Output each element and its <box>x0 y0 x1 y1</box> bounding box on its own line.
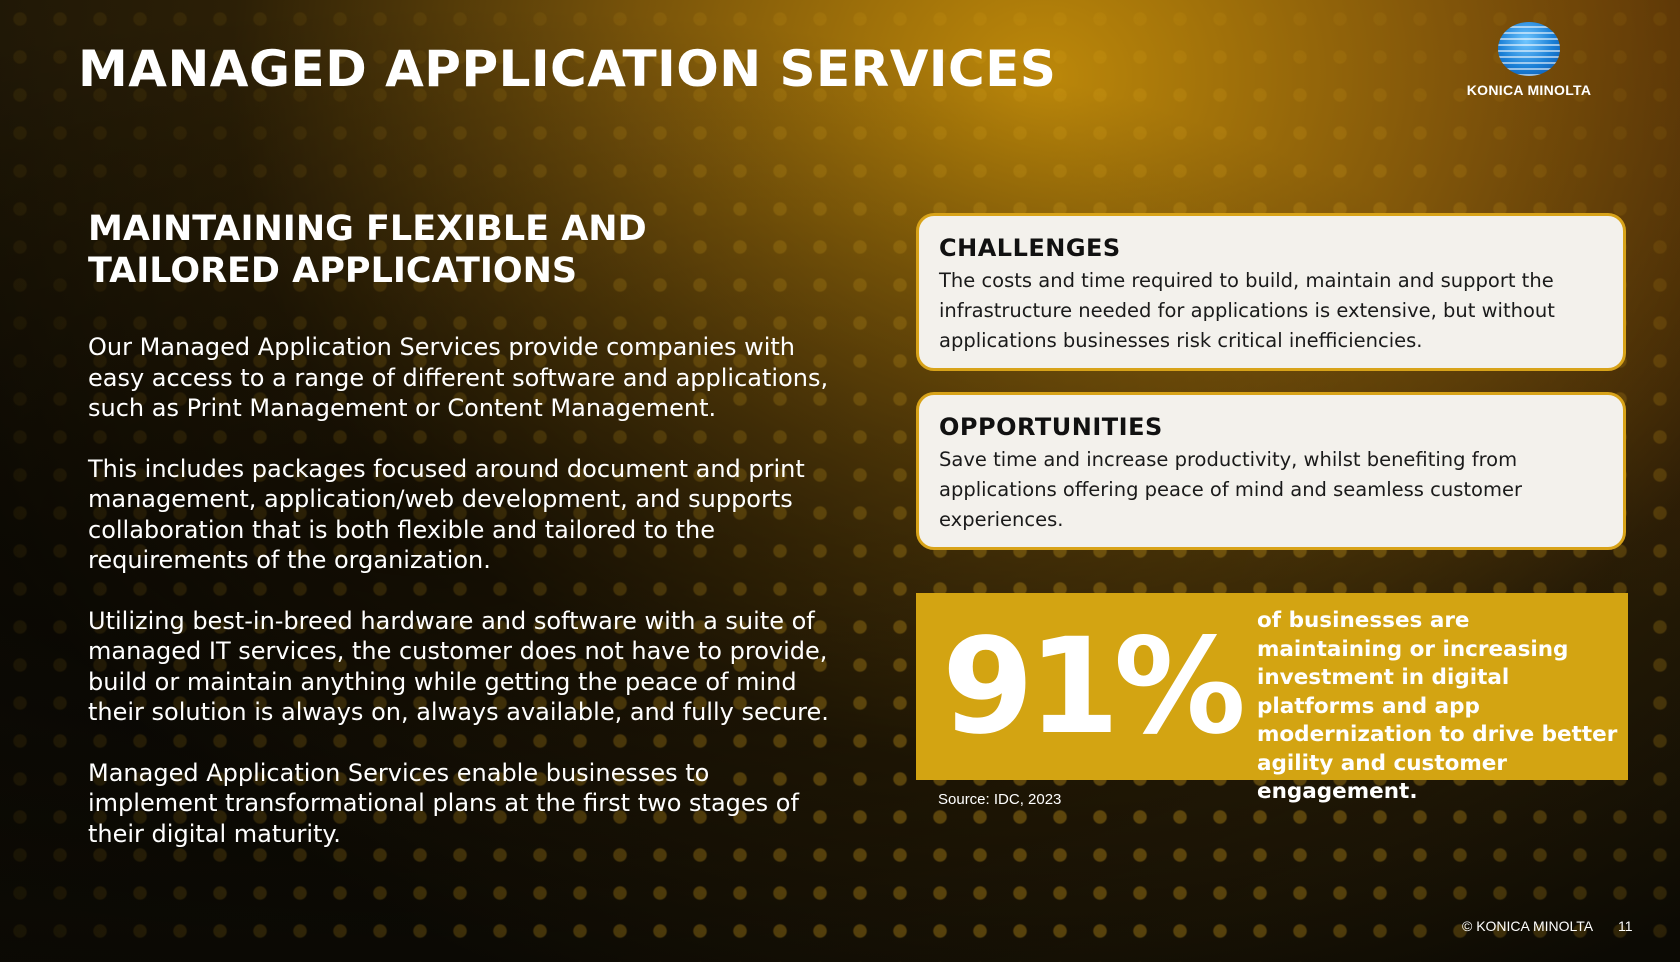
body-paragraph: Utilizing best-in-breed hardware and sof… <box>88 606 829 727</box>
left-column: MAINTAINING FLEXIBLE AND TAILORED APPLIC… <box>88 208 858 879</box>
body-paragraph: Managed Application Services enable busi… <box>88 758 799 848</box>
logo-text: KONICA MINOLTA <box>1466 82 1592 98</box>
opportunities-body: Save time and increase productivity, whi… <box>939 448 1522 531</box>
opportunities-card: OPPORTUNITIES Save time and increase pro… <box>916 392 1626 550</box>
footer-copyright: © KONICA MINOLTA <box>1462 918 1594 934</box>
statistic-panel: 91% of businesses are maintaining or inc… <box>916 593 1628 804</box>
company-logo: KONICA MINOLTA <box>1464 22 1594 102</box>
slide-title: MANAGED APPLICATION SERVICES <box>78 40 1057 98</box>
statistic-number: 91% <box>942 610 1246 764</box>
body-paragraph: This includes packages focused around do… <box>88 454 805 575</box>
source-citation: Source: IDC, 2023 <box>938 791 1062 808</box>
section-subtitle: MAINTAINING FLEXIBLE AND TAILORED APPLIC… <box>88 209 647 291</box>
challenges-title: CHALLENGES <box>939 234 1121 262</box>
challenges-card: CHALLENGES The costs and time required t… <box>916 213 1626 371</box>
page-number: 11 <box>1618 918 1633 934</box>
challenges-body: The costs and time required to build, ma… <box>939 269 1555 352</box>
body-paragraph: Our Managed Application Services provide… <box>88 333 829 422</box>
opportunities-title: OPPORTUNITIES <box>939 413 1163 441</box>
konica-minolta-globe-icon <box>1498 22 1560 76</box>
statistic-text: of businesses are maintaining or increas… <box>1257 608 1618 804</box>
